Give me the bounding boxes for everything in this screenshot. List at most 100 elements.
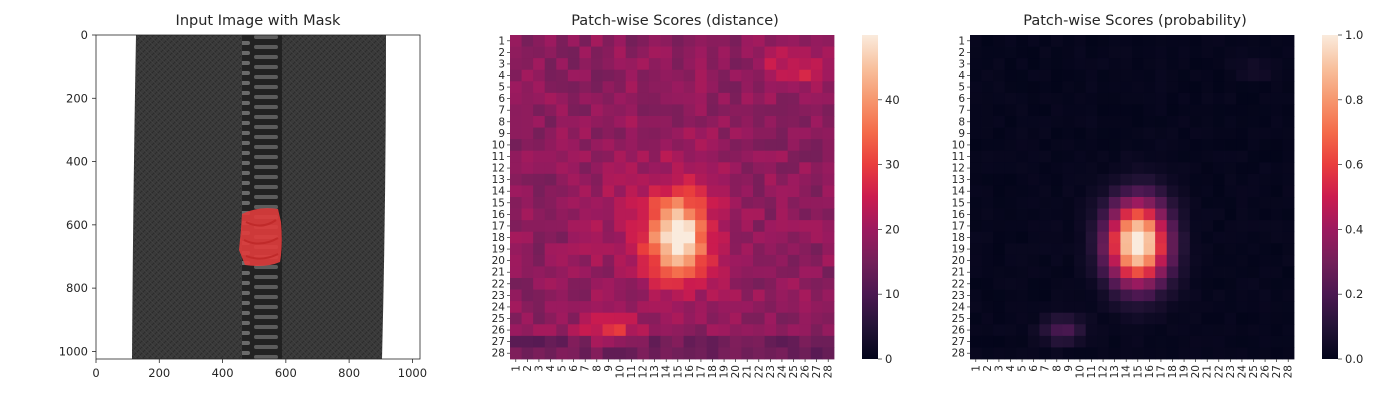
heatmap-cell: [1259, 301, 1272, 314]
heatmap-cell: [1259, 197, 1272, 209]
heatmap-cell: [1027, 104, 1040, 117]
heatmap-cell: [683, 347, 696, 360]
heatmap-y-tick-label: 18: [952, 232, 965, 244]
heatmap-cell: [1201, 231, 1214, 244]
heatmap-cell: [1097, 301, 1110, 314]
heatmap-cell: [556, 104, 569, 117]
heatmap-cell: [1247, 208, 1260, 221]
heatmap-cell: [1259, 104, 1272, 117]
heatmap-cell: [510, 197, 522, 209]
heatmap-cell: [1189, 243, 1202, 256]
heatmap-cell: [1166, 150, 1179, 163]
heatmap-cell: [1166, 46, 1179, 59]
heatmap-cell: [718, 254, 731, 267]
heatmap-cell: [741, 278, 754, 290]
heatmap-cell: [970, 324, 982, 337]
heatmap-cell: [533, 266, 546, 279]
heatmap-cell: [741, 69, 754, 82]
heatmap-cell: [660, 208, 673, 221]
heatmap-cell: [1039, 139, 1052, 152]
colorbar-tick-label: 30: [885, 158, 900, 172]
heatmap-cell: [1259, 324, 1272, 337]
heatmap-cell: [787, 208, 800, 221]
heatmap-cell: [1062, 173, 1075, 186]
heatmap-cell: [591, 58, 603, 71]
heatmap-cell: [799, 104, 812, 117]
heatmap-cell: [533, 81, 546, 94]
heatmap-cell: [753, 347, 765, 360]
heatmap-cell: [1178, 35, 1191, 47]
heatmap-cell: [683, 254, 696, 267]
heatmap-cell: [1004, 243, 1017, 256]
heatmap-cell: [764, 324, 777, 337]
heatmap-x-tick-label: 10: [1074, 365, 1086, 378]
heatmap-cell: [970, 92, 982, 105]
heatmap-cell: [1166, 116, 1179, 128]
heatmap-cell: [1282, 185, 1295, 198]
heatmap-cell: [695, 347, 708, 360]
colorbar-tick-label: 1.0: [1345, 28, 1363, 42]
heatmap-cell: [822, 301, 835, 314]
heatmap-cell: [579, 197, 592, 209]
heatmap-cell: [1282, 104, 1295, 117]
heatmap-cell: [1282, 150, 1295, 163]
heatmap-cell: [1189, 220, 1202, 233]
heatmap-cell: [1108, 127, 1121, 140]
heatmap-cell: [1282, 35, 1295, 47]
heatmap-cell: [683, 220, 696, 233]
heatmap-cell: [1189, 92, 1202, 105]
heatmap-cell: [637, 208, 650, 221]
heatmap-cell: [672, 150, 684, 163]
heatmap-cell: [579, 162, 592, 175]
heatmap-y-tick-label: 18: [492, 232, 505, 244]
heatmap-x-tick-label: 26: [800, 365, 812, 379]
heatmap-cell: [981, 150, 994, 163]
heatmap-cell: [1282, 81, 1295, 94]
heatmap-cell: [799, 139, 812, 152]
heatmap-cell: [1201, 220, 1214, 233]
heatmap-cell: [521, 69, 534, 82]
heatmap-cell: [579, 231, 592, 244]
heatmap-cell: [1085, 104, 1098, 117]
heatmap-cell: [718, 150, 731, 163]
heatmap-cell: [1120, 150, 1133, 163]
defect-mask: [239, 208, 282, 266]
heatmap-cell: [799, 312, 812, 325]
heatmap-y-tick-label: 1: [958, 35, 965, 47]
heatmap-cell: [1039, 58, 1052, 71]
heatmap-cell: [1201, 69, 1214, 82]
heatmap-cell: [672, 127, 684, 140]
heatmap-cell: [799, 150, 812, 163]
heatmap-cell: [591, 220, 603, 233]
heatmap-cell: [544, 185, 557, 198]
heatmap-cell: [776, 127, 789, 140]
heatmap-cell: [1178, 127, 1191, 140]
heatmap-cell: [981, 185, 994, 198]
heatmap-x-tick-label: 20: [730, 365, 742, 378]
heatmap-cell: [764, 58, 777, 71]
heatmap-cell: [822, 46, 835, 59]
heatmap-cell: [1213, 220, 1225, 233]
heatmap-cell: [1097, 197, 1110, 209]
heatmap-cell: [799, 208, 812, 221]
heatmap-cell: [1224, 150, 1237, 163]
heatmap-cell: [1132, 289, 1144, 302]
heatmap-cell: [776, 81, 789, 94]
heatmap-cell: [1189, 312, 1202, 325]
heatmap-cell: [544, 150, 557, 163]
heatmap-cell: [1143, 231, 1156, 244]
heatmap-cell: [764, 81, 777, 94]
heatmap-cell: [1085, 92, 1098, 105]
heatmap-cell: [1004, 92, 1017, 105]
heatmap-cell: [1224, 173, 1237, 186]
heatmap-cell: [672, 81, 684, 94]
heatmap-cell: [1236, 220, 1249, 233]
heatmap-cell: [810, 220, 823, 233]
heatmap-cell: [544, 116, 557, 128]
heatmap-cell: [706, 220, 719, 233]
heatmap-cell: [648, 347, 661, 360]
heatmap-cell: [1143, 58, 1156, 71]
heatmap-cell: [579, 278, 592, 290]
heatmap-cell: [1282, 208, 1295, 221]
heatmap-cell: [1004, 58, 1017, 71]
